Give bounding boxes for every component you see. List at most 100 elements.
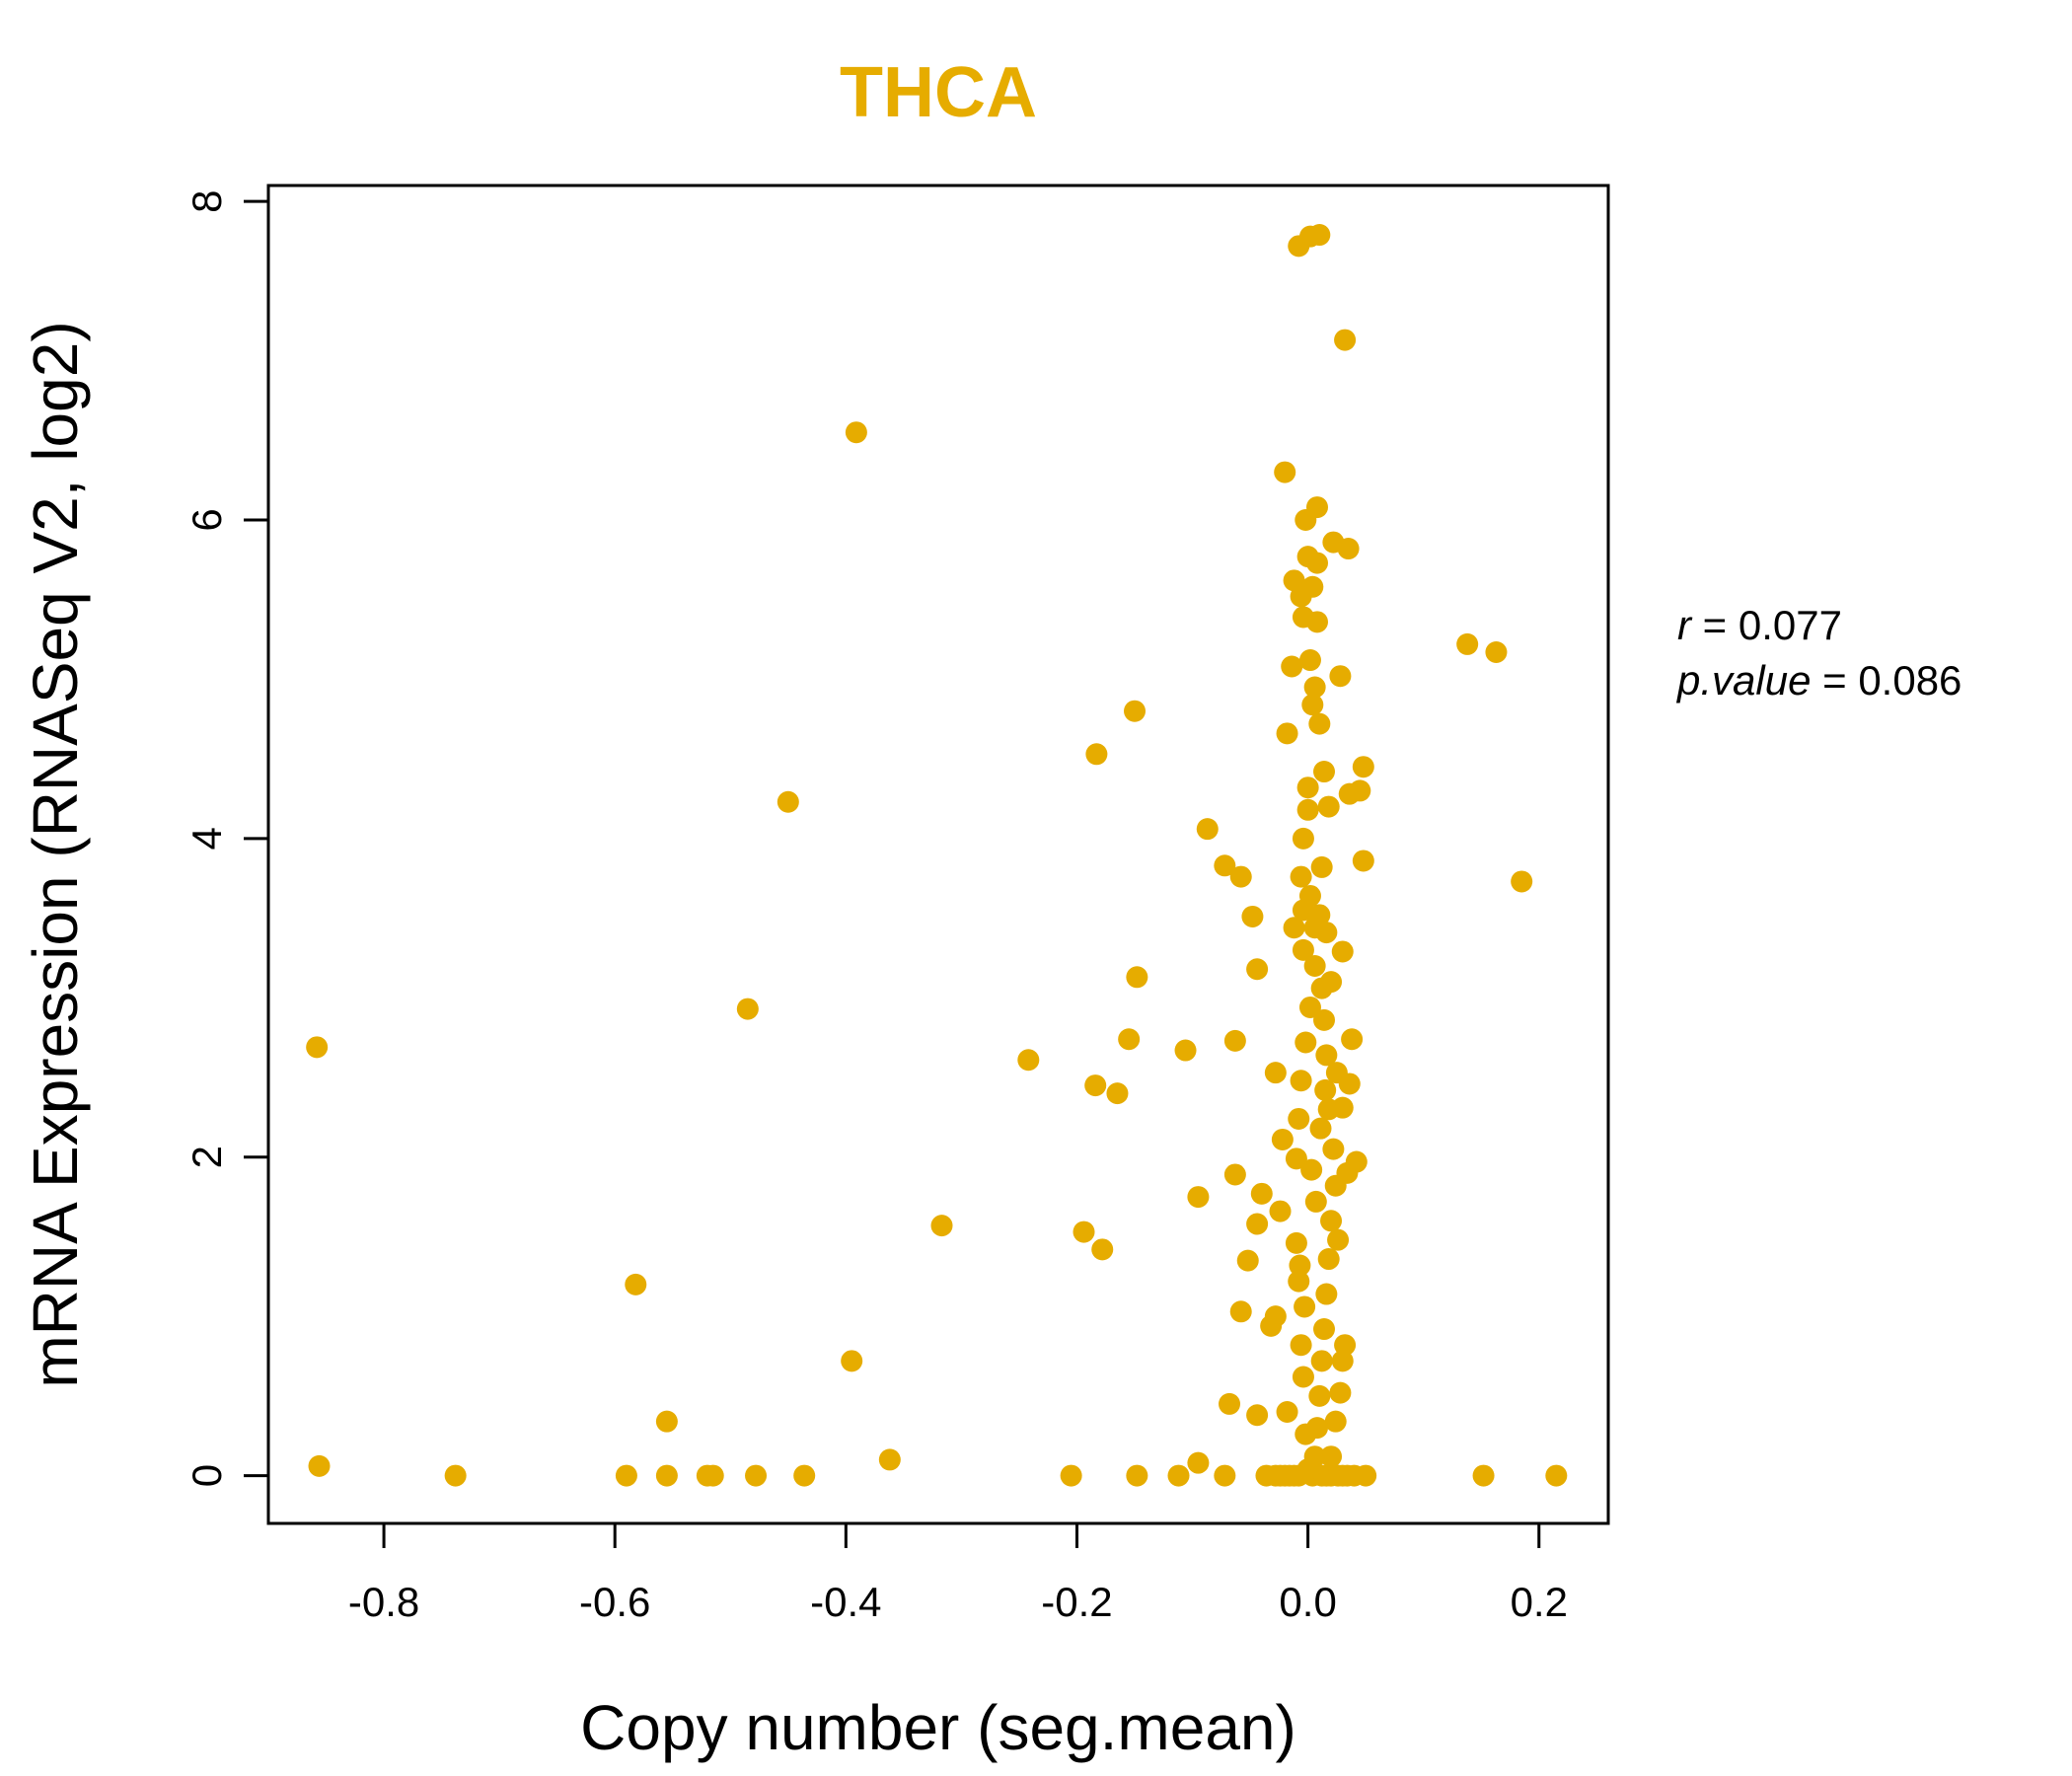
data-point — [1317, 795, 1340, 818]
data-point — [1264, 1464, 1287, 1487]
data-point — [1300, 1158, 1323, 1181]
data-point — [1167, 1464, 1190, 1487]
data-point — [1305, 496, 1328, 519]
data-point — [1269, 1200, 1292, 1222]
data-points — [306, 224, 1568, 1487]
data-point — [702, 1464, 724, 1487]
x-tick-label: -0.4 — [810, 1579, 881, 1625]
data-point — [1337, 538, 1360, 560]
data-point — [306, 1036, 329, 1059]
data-point — [1264, 1062, 1287, 1084]
data-point — [1320, 1445, 1343, 1468]
data-point — [1246, 1213, 1269, 1235]
y-tick-label: 4 — [184, 827, 230, 850]
p-equals: = — [1822, 657, 1858, 703]
plot-frame — [266, 184, 1610, 1525]
data-point — [1304, 1190, 1327, 1213]
data-point — [1290, 1334, 1312, 1357]
data-point — [1295, 1031, 1317, 1054]
data-point — [1314, 1078, 1337, 1101]
data-point — [1106, 1082, 1129, 1105]
data-point — [1288, 1270, 1310, 1293]
p-stat: p.value = 0.086 — [1675, 657, 1961, 703]
x-axis-label: Copy number (seg.mean) — [580, 1692, 1296, 1763]
data-point — [1301, 694, 1324, 716]
data-point — [1085, 743, 1108, 766]
data-point — [1334, 1334, 1357, 1357]
data-point — [1271, 1128, 1294, 1150]
data-point — [777, 790, 799, 813]
data-point — [1288, 1107, 1310, 1130]
data-point — [1327, 1228, 1350, 1251]
data-point — [1511, 870, 1533, 893]
data-point — [1303, 676, 1326, 699]
data-point — [1336, 1161, 1359, 1184]
data-point — [1296, 777, 1319, 799]
data-point — [1308, 904, 1331, 926]
data-point — [1174, 1039, 1197, 1062]
data-point — [1276, 1401, 1298, 1423]
r-label: r — [1677, 602, 1693, 648]
data-point — [1246, 958, 1269, 981]
y-tick-label: 2 — [184, 1146, 230, 1168]
x-tick-label: -0.8 — [348, 1579, 419, 1625]
data-point — [1219, 1392, 1241, 1415]
data-point — [1305, 611, 1328, 633]
data-point — [1315, 1283, 1338, 1305]
y-axis: 0 2 4 6 8 — [184, 189, 270, 1487]
data-point — [1236, 1249, 1259, 1272]
data-point — [1126, 1464, 1148, 1487]
data-point — [1310, 1350, 1333, 1372]
data-point — [1060, 1464, 1082, 1487]
data-point — [1338, 1073, 1361, 1095]
data-point — [1285, 1231, 1307, 1254]
data-point — [1334, 329, 1357, 351]
data-point — [1187, 1451, 1210, 1474]
data-point — [1317, 1248, 1340, 1271]
data-point — [1281, 655, 1303, 678]
data-point — [1298, 996, 1321, 1018]
data-point — [1214, 1464, 1236, 1487]
data-point — [1310, 855, 1333, 878]
data-point — [1331, 1096, 1354, 1119]
data-point — [1313, 1008, 1336, 1031]
data-point — [1349, 779, 1371, 802]
data-point — [1331, 940, 1354, 963]
data-point — [1091, 1238, 1114, 1261]
data-point — [1246, 1404, 1269, 1427]
data-point — [1285, 1147, 1307, 1170]
data-point — [1352, 756, 1374, 778]
data-point — [1017, 1049, 1040, 1072]
data-point — [1292, 827, 1314, 850]
data-point — [745, 1464, 768, 1487]
data-point — [1315, 1044, 1338, 1067]
data-point — [1187, 1186, 1210, 1209]
correlation-annotation: r = 0.077 p.value = 0.086 — [1675, 602, 1961, 703]
data-point — [1223, 1029, 1246, 1052]
data-point — [1295, 1423, 1317, 1445]
data-point — [1310, 977, 1333, 999]
data-point — [793, 1464, 816, 1487]
p-value: 0.086 — [1858, 657, 1961, 703]
data-point — [1485, 640, 1508, 663]
data-point — [655, 1410, 678, 1433]
chart-title: THCA — [840, 53, 1037, 132]
data-point — [1352, 850, 1374, 872]
y-tick-label: 0 — [184, 1464, 230, 1487]
data-point — [878, 1448, 901, 1471]
data-point — [1229, 865, 1252, 888]
x-tick-label: -0.6 — [579, 1579, 650, 1625]
data-point — [1289, 1254, 1311, 1277]
data-point — [1298, 884, 1321, 907]
x-tick-label: -0.2 — [1041, 1579, 1112, 1625]
data-point — [1324, 1410, 1347, 1433]
data-point — [1308, 1384, 1331, 1407]
data-point — [625, 1273, 647, 1295]
data-point — [1313, 761, 1336, 783]
data-point — [444, 1464, 467, 1487]
y-tick-label: 6 — [184, 508, 230, 531]
r-value: 0.077 — [1739, 602, 1842, 648]
data-point — [655, 1464, 678, 1487]
data-point — [1264, 1305, 1287, 1328]
